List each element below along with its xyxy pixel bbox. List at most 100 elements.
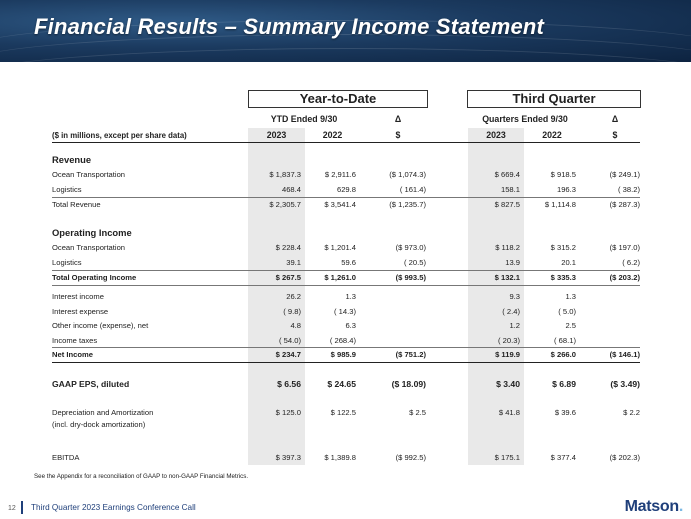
row-label: GAAP EPS, diluted bbox=[52, 379, 130, 389]
table-cell: $ 1,837.3 bbox=[269, 170, 301, 179]
table-cell: ( 2.4) bbox=[502, 307, 520, 316]
table-cell: 196.3 bbox=[556, 185, 576, 194]
footer-divider bbox=[21, 501, 23, 514]
table-cell: $ 1,201.4 bbox=[324, 243, 356, 252]
col-2023-q3: 2023 bbox=[486, 130, 506, 140]
shade-2023-ytd bbox=[248, 128, 305, 465]
delta-header-ytd: Δ bbox=[394, 114, 402, 124]
col-2023-ytd: 2023 bbox=[266, 130, 287, 140]
table-cell: $ 315.2 bbox=[550, 243, 576, 252]
row-divider bbox=[52, 347, 640, 348]
table-cell: $ 122.5 bbox=[330, 408, 356, 417]
row-label: Interest expense bbox=[52, 307, 109, 316]
table-cell: ($ 993.5) bbox=[395, 273, 426, 282]
row-divider bbox=[52, 197, 640, 198]
table-cell: $ 2.2 bbox=[623, 408, 640, 417]
table-cell: $ 125.0 bbox=[275, 408, 301, 417]
row-label: Depreciation and Amortization bbox=[52, 408, 154, 417]
group-header-q3: Third Quarter bbox=[467, 90, 641, 108]
table-cell: ($ 1,235.7) bbox=[389, 200, 426, 209]
row-label: Ocean Transportation bbox=[52, 243, 126, 252]
shade-2023-q3 bbox=[468, 128, 524, 465]
table-cell: $ 39.6 bbox=[554, 408, 576, 417]
table-cell: ( 38.2) bbox=[618, 185, 640, 194]
row-divider bbox=[52, 270, 640, 271]
table-cell: 39.1 bbox=[286, 258, 301, 267]
table-cell: $ 397.3 bbox=[275, 453, 301, 462]
col-delta-ytd: $ bbox=[395, 130, 401, 140]
row-divider bbox=[52, 362, 640, 363]
row-label: Total Revenue bbox=[52, 200, 101, 209]
table-cell: $ 2,911.6 bbox=[324, 170, 356, 179]
delta-header-q3: Δ bbox=[611, 114, 619, 124]
table-cell: ($ 197.0) bbox=[609, 243, 640, 252]
row-label-2: (incl. dry-dock amortization) bbox=[52, 420, 146, 429]
table-cell: ( 268.4) bbox=[329, 336, 356, 345]
table-cell: ($ 249.1) bbox=[609, 170, 640, 179]
col-2022-ytd: 2022 bbox=[322, 130, 343, 140]
row-label: Total Operating Income bbox=[52, 273, 137, 282]
table-cell: ( 54.0) bbox=[279, 336, 301, 345]
table-cell: $ 41.8 bbox=[498, 408, 520, 417]
row-divider bbox=[52, 285, 640, 286]
table-cell: $ 267.5 bbox=[275, 273, 301, 282]
col-delta-q3: $ bbox=[612, 130, 618, 140]
table-cell: $ 1,261.0 bbox=[324, 273, 356, 282]
table-cell: $ 6.89 bbox=[552, 379, 576, 389]
table-cell: $ 669.4 bbox=[494, 170, 520, 179]
table-cell: 629.8 bbox=[336, 185, 356, 194]
table-cell: 1.3 bbox=[565, 292, 576, 301]
table-cell: $ 119.9 bbox=[495, 350, 520, 359]
table-cell: ( 14.3) bbox=[334, 307, 356, 316]
row-label: EBITDA bbox=[52, 453, 80, 462]
table-cell: 6.3 bbox=[345, 321, 356, 330]
table-cell: 158.1 bbox=[500, 185, 520, 194]
table-cell: 59.6 bbox=[341, 258, 356, 267]
table-cell: $ 118.2 bbox=[495, 243, 520, 252]
table-cell: $ 175.1 bbox=[494, 453, 520, 462]
row-label: Logistics bbox=[52, 185, 82, 194]
table-cell: 4.8 bbox=[290, 321, 301, 330]
table-cell: ( 20.3) bbox=[498, 336, 520, 345]
table-cell: ( 68.1) bbox=[554, 336, 576, 345]
table-cell: $ 3,541.4 bbox=[324, 200, 356, 209]
row-label: Other income (expense), net bbox=[52, 321, 149, 330]
table-cell: $ 1,389.8 bbox=[324, 453, 356, 462]
sub-header-ytd: YTD Ended 9/30 bbox=[270, 114, 338, 124]
footer: 12 Third Quarter 2023 Earnings Conferenc… bbox=[0, 496, 691, 519]
table-cell: $ 2,305.7 bbox=[269, 200, 301, 209]
table-cell: ($ 992.5) bbox=[395, 453, 426, 462]
table-cell: 9.3 bbox=[509, 292, 520, 301]
logo-dot: . bbox=[678, 498, 683, 515]
table-cell: $ 132.1 bbox=[494, 273, 520, 282]
table-cell: $ 335.3 bbox=[550, 273, 576, 282]
table-cell: $ 234.7 bbox=[275, 350, 301, 359]
table-cell: 468.4 bbox=[281, 185, 301, 194]
table-cell: $ 228.4 bbox=[275, 243, 301, 252]
table-cell: ($ 1,074.3) bbox=[389, 170, 426, 179]
table-cell: ($ 287.3) bbox=[609, 200, 640, 209]
logo-text: Matson bbox=[624, 498, 680, 515]
table-cell: ( 20.5) bbox=[404, 258, 426, 267]
table-cell: ( 6.2) bbox=[622, 258, 640, 267]
table-cell: $ 985.9 bbox=[330, 350, 356, 359]
table-cell: 2.5 bbox=[565, 321, 576, 330]
table-cell: ($ 973.0) bbox=[395, 243, 426, 252]
matson-logo: Matson. bbox=[624, 498, 684, 516]
section-revenue: Revenue bbox=[52, 154, 92, 165]
col-2022-q3: 2022 bbox=[542, 130, 562, 140]
row-label: Net Income bbox=[52, 350, 93, 359]
table-cell: $ 827.5 bbox=[494, 200, 520, 209]
row-label: Interest income bbox=[52, 292, 104, 301]
units-label: ($ in millions, except per share data) bbox=[52, 131, 187, 140]
section-operating-income: Operating Income bbox=[52, 227, 132, 238]
title-banner: Financial Results – Summary Income State… bbox=[0, 0, 691, 62]
table-cell: $ 6.56 bbox=[277, 379, 301, 389]
header-divider bbox=[52, 142, 640, 143]
table-cell: $ 377.4 bbox=[550, 453, 576, 462]
table-cell: ($ 3.49) bbox=[610, 379, 640, 389]
footnote: See the Appendix for a reconciliation of… bbox=[34, 473, 249, 480]
footer-text: Third Quarter 2023 Earnings Conference C… bbox=[31, 503, 196, 512]
table-cell: $ 266.0 bbox=[550, 350, 576, 359]
table-cell: ($ 751.2) bbox=[395, 350, 426, 359]
